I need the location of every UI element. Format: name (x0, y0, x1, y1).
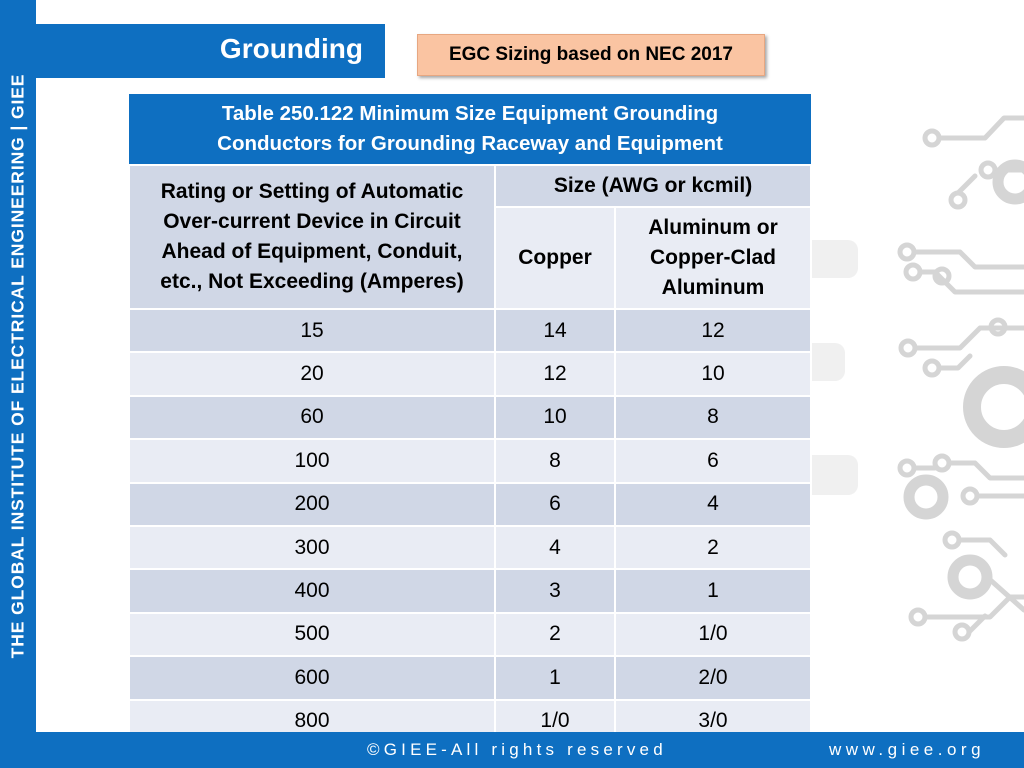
rating-cell: 20 (128, 351, 496, 397)
table-row: 200 6 4 (128, 481, 813, 527)
rating-cell: 100 (128, 438, 496, 484)
brand-vertical-text: THE GLOBAL INSTITUTE OF ELECTRICAL ENGIN… (7, 73, 28, 659)
aluminum-cell: 2/0 (613, 655, 813, 701)
copper-cell: 1 (494, 655, 616, 701)
copper-cell: 14 (494, 307, 616, 354)
table-caption-line-2: Conductors for Grounding Raceway and Equ… (217, 132, 723, 155)
rating-column-header: Rating or Setting of Automatic Over-curr… (128, 164, 496, 310)
aluminum-header-line: Aluminum or (648, 216, 778, 239)
table-row: 60 10 8 (128, 394, 813, 441)
rating-header-line: Over-current Device in Circuit (163, 210, 461, 233)
rating-cell: 500 (128, 611, 496, 658)
table-caption: Table 250.122 Minimum Size Equipment Gro… (129, 94, 812, 165)
rating-cell: 15 (128, 307, 496, 354)
subtitle-box: EGC Sizing based on NEC 2017 (417, 34, 765, 76)
table-row: 100 8 6 (128, 438, 813, 484)
aluminum-cell: 1 (613, 568, 813, 614)
title-tab: Grounding (36, 24, 385, 78)
rating-cell: 300 (128, 524, 496, 571)
table-row: 600 1 2/0 (128, 655, 813, 701)
aluminum-cell: 6 (613, 438, 813, 484)
rating-header-line: Rating or Setting of Automatic (160, 180, 464, 203)
aluminum-cell: 8 (613, 394, 813, 441)
copper-cell: 8 (494, 438, 616, 484)
page-title: Grounding (219, 33, 363, 64)
table-row: 300 4 2 (128, 524, 813, 571)
copper-cell: 2 (494, 611, 616, 658)
sidebar-brand-bar: THE GLOBAL INSTITUTE OF ELECTRICAL ENGIN… (0, 0, 36, 732)
aluminum-cell: 2 (613, 524, 813, 571)
copper-cell: 12 (494, 351, 616, 397)
aluminum-cell: 4 (613, 481, 813, 527)
copper-cell: 4 (494, 524, 616, 571)
table-row: 400 3 1 (128, 568, 813, 614)
aluminum-header-line: Copper-Clad (650, 246, 776, 269)
table-caption-line-1: Table 250.122 Minimum Size Equipment Gro… (221, 102, 719, 125)
aluminum-header-line: Aluminum (661, 276, 765, 299)
copper-cell: 3 (494, 568, 616, 614)
rating-cell: 600 (128, 655, 496, 701)
website-text: www.giee.org (829, 740, 986, 759)
copper-column-header: Copper (494, 206, 616, 310)
aluminum-cell: 12 (613, 307, 813, 354)
aluminum-cell: 10 (613, 351, 813, 397)
copper-cell: 6 (494, 481, 616, 527)
rating-header-line: etc., Not Exceeding (Amperes) (160, 270, 464, 293)
table-row: 20 12 10 (128, 351, 813, 397)
table-row: 15 14 12 (128, 307, 813, 354)
rating-cell: 400 (128, 568, 496, 614)
aluminum-column-header: Aluminum or Copper-Clad Aluminum (613, 206, 813, 310)
table-row: 800 1/0 3/0 (128, 698, 813, 744)
size-column-header: Size (AWG or kcmil) (493, 164, 813, 208)
egc-sizing-table: Table 250.122 Minimum Size Equipment Gro… (128, 94, 813, 744)
footer-bar: ©GIEE-All rights reserved www.giee.org (0, 732, 1024, 768)
rating-header-line: Ahead of Equipment, Conduit, (161, 240, 463, 263)
copper-cell: 10 (494, 394, 616, 441)
rating-cell: 200 (128, 481, 496, 527)
copyright-text: ©GIEE-All rights reserved (367, 740, 667, 759)
aluminum-cell: 1/0 (613, 611, 813, 658)
rating-cell: 60 (128, 394, 496, 441)
table-row: 500 2 1/0 (128, 611, 813, 658)
